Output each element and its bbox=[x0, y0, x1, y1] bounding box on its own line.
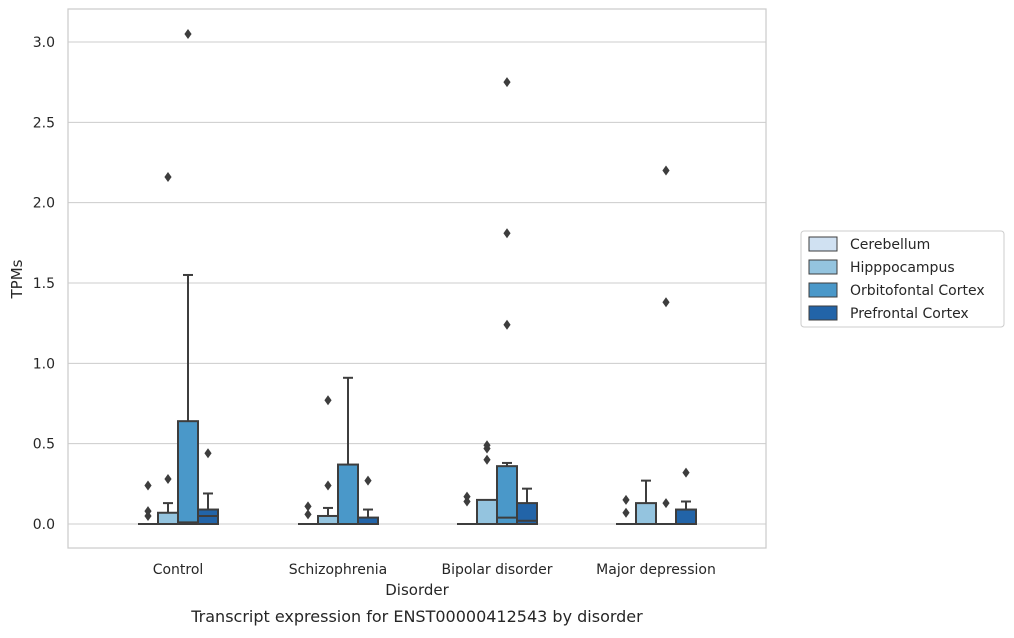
outlier-point bbox=[204, 448, 212, 459]
y-tick-label: 2.5 bbox=[33, 115, 55, 131]
outlier-point bbox=[324, 395, 332, 406]
box-iqr bbox=[635, 502, 657, 526]
outlier-point bbox=[164, 474, 172, 485]
box-group-prefrontal bbox=[357, 475, 379, 525]
box-group-hippocampus bbox=[635, 479, 657, 526]
legend-label-orbitofrontal: Orbitofontal Cortex bbox=[850, 283, 985, 299]
outlier-point bbox=[503, 77, 511, 88]
outlier-point bbox=[662, 297, 670, 308]
box-iqr bbox=[675, 508, 697, 526]
outlier-point bbox=[304, 501, 312, 512]
outlier-point bbox=[503, 228, 511, 239]
x-tick-labels: Control Schizophrenia Bipolar disorder Majo… bbox=[153, 562, 716, 578]
legend-label-cerebellum: Cerebellum bbox=[850, 237, 930, 253]
outlier-point bbox=[662, 165, 670, 176]
grid-layer bbox=[68, 41, 766, 525]
box-group-orbitofrontal bbox=[177, 28, 199, 526]
box-group-orbitofrontal bbox=[337, 376, 359, 526]
y-tick-label: 1.0 bbox=[33, 356, 55, 372]
x-axis-label: Disorder bbox=[385, 581, 449, 599]
box-group-hippocampus bbox=[157, 171, 179, 526]
plot-frame bbox=[67, 8, 767, 549]
outlier-point bbox=[503, 319, 511, 330]
legend-swatch-hippocampus bbox=[808, 259, 838, 275]
outlier-point bbox=[144, 480, 152, 491]
x-tick-label: Bipolar disorder bbox=[441, 562, 552, 578]
outlier-point bbox=[483, 454, 491, 465]
box-group-orbitofrontal bbox=[496, 77, 518, 526]
legend-swatch-cerebellum bbox=[808, 236, 838, 252]
x-tick-label: Major depression bbox=[596, 562, 716, 578]
box-iqr bbox=[177, 420, 199, 526]
box-iqr bbox=[516, 502, 538, 526]
box-iqr bbox=[317, 514, 339, 526]
box-iqr bbox=[476, 498, 498, 525]
outlier-point bbox=[364, 475, 372, 486]
legend-swatch-prefrontal bbox=[808, 305, 838, 321]
legend-label-prefrontal: Prefrontal Cortex bbox=[850, 306, 969, 322]
box-group-cerebellum bbox=[457, 491, 477, 525]
outlier-point bbox=[662, 498, 670, 509]
box-group-prefrontal bbox=[516, 487, 538, 526]
legend-swatch-orbitofrontal bbox=[808, 282, 838, 298]
box-iqr bbox=[496, 465, 518, 526]
outlier-point bbox=[622, 507, 630, 518]
legend: Cerebellum Hipppocampus Orbitofontal Corte… bbox=[800, 230, 1005, 328]
legend-frame bbox=[800, 230, 1005, 328]
chart-caption: Transcript expression for ENST0000041254… bbox=[190, 607, 643, 626]
y-tick-label: 2.0 bbox=[33, 196, 55, 212]
box-group-cerebellum bbox=[298, 501, 318, 525]
y-tick-label: 1.5 bbox=[33, 276, 55, 292]
box-group-hippocampus bbox=[317, 395, 339, 526]
y-tick-label: 0.0 bbox=[33, 517, 55, 533]
box-group-prefrontal bbox=[197, 448, 219, 526]
y-tick-label: 3.0 bbox=[33, 35, 55, 51]
box-layer bbox=[138, 28, 697, 526]
y-axis-label: TPMs bbox=[8, 259, 26, 299]
x-tick-label: Schizophrenia bbox=[289, 562, 387, 578]
outlier-point bbox=[463, 491, 471, 502]
box-iqr bbox=[337, 463, 359, 526]
outlier-point bbox=[483, 440, 491, 451]
box-group-orbitofrontal bbox=[656, 165, 676, 525]
outlier-point bbox=[144, 506, 152, 517]
outlier-point bbox=[682, 467, 690, 478]
x-tick-label: Control bbox=[153, 562, 204, 578]
outlier-point bbox=[164, 171, 172, 182]
y-tick-labels: 0.0 0.5 1.0 1.5 2.0 2.5 3.0 bbox=[33, 35, 55, 533]
box-iqr bbox=[157, 511, 179, 526]
outlier-point bbox=[184, 28, 192, 39]
box-group-cerebellum bbox=[616, 494, 636, 525]
box-group-hippocampus bbox=[476, 440, 498, 525]
legend-label-hippocampus: Hipppocampus bbox=[850, 260, 955, 276]
y-tick-label: 0.5 bbox=[33, 437, 55, 453]
outlier-point bbox=[324, 480, 332, 491]
box-group-cerebellum bbox=[138, 480, 158, 525]
outlier-point bbox=[622, 494, 630, 505]
outlier-point bbox=[304, 509, 312, 520]
box-group-prefrontal bbox=[675, 467, 697, 526]
